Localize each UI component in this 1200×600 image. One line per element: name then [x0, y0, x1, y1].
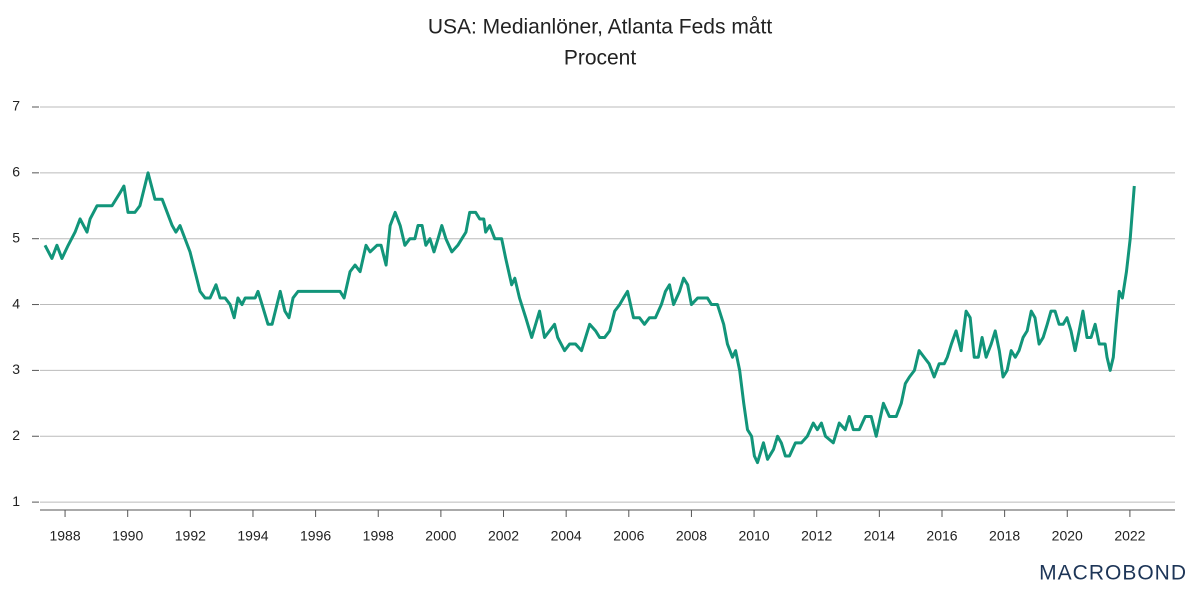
- x-tick-label: 1988: [49, 528, 80, 544]
- x-tick-label: 2004: [551, 528, 582, 544]
- x-tick-label: 2002: [488, 528, 519, 544]
- x-tick-label: 1994: [237, 528, 268, 544]
- x-tick-label: 2008: [676, 528, 707, 544]
- series-line: [43, 171, 1136, 465]
- x-tick-label: 1996: [300, 528, 331, 544]
- x-tick-label: 1998: [363, 528, 394, 544]
- x-tick-label: 1992: [175, 528, 206, 544]
- x-tick-label: 2016: [926, 528, 957, 544]
- x-tick-label: 1990: [112, 528, 143, 544]
- y-tick-label: 5: [12, 229, 20, 245]
- x-tick-label: 2018: [989, 528, 1020, 544]
- y-tick-label: 1: [12, 493, 20, 509]
- y-tick-label: 2: [12, 427, 20, 443]
- x-tick-label: 2020: [1052, 528, 1083, 544]
- brand-logo: MACROBOND: [1039, 562, 1187, 585]
- x-tick-label: 2012: [801, 528, 832, 544]
- x-tick-label: 2000: [425, 528, 456, 544]
- x-tick-label: 2006: [613, 528, 644, 544]
- y-tick-label: 4: [12, 295, 20, 311]
- x-tick-label: 2022: [1114, 528, 1145, 544]
- y-tick-label: 6: [12, 164, 20, 180]
- chart-subtitle: Procent: [564, 47, 637, 70]
- y-tick-label: 3: [12, 361, 20, 377]
- x-tick-label: 2010: [738, 528, 769, 544]
- y-tick-label: 7: [12, 98, 20, 114]
- chart-title: USA: Medianlöner, Atlanta Feds mått: [428, 16, 773, 39]
- x-tick-label: 2014: [864, 528, 895, 544]
